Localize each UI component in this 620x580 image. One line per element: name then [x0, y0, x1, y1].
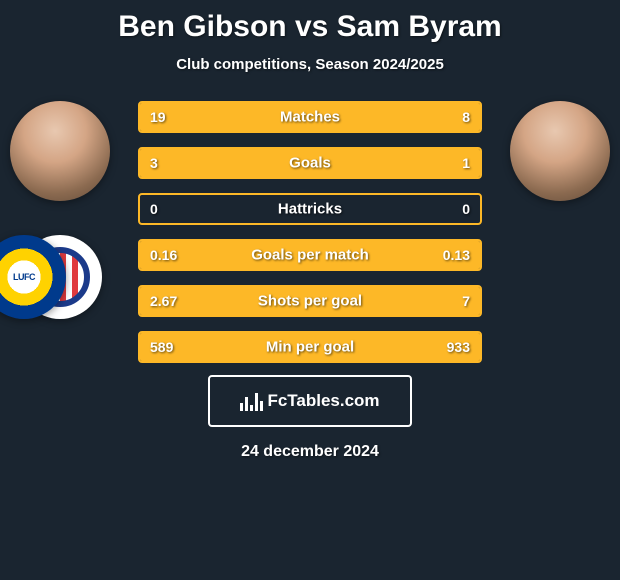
bar-fill-right [395, 149, 480, 177]
bar-fill-right [273, 333, 480, 361]
player-right-avatar [510, 101, 610, 201]
stat-label: Hattricks [140, 201, 480, 218]
brand-name: FcTables.com [267, 391, 379, 411]
stat-row: Shots per goal2.677 [138, 285, 482, 317]
stat-row: Goals per match0.160.13 [138, 239, 482, 271]
stat-row: Matches198 [138, 101, 482, 133]
player-left-avatar [10, 101, 110, 201]
brand-chart-icon [240, 391, 263, 411]
page-title: Ben Gibson vs Sam Byram [0, 0, 620, 44]
stat-row: Min per goal589933 [138, 331, 482, 363]
bar-fill-left [140, 103, 378, 131]
brand-box: FcTables.com [208, 375, 412, 427]
bar-fill-left [140, 149, 395, 177]
stat-bars: Matches198 Goals31 Hattricks0 0 Goals per ma… [138, 101, 482, 377]
stat-row: Hattricks0 0 [138, 193, 482, 225]
leeds-crest-icon: LUFC [0, 272, 66, 282]
comparison-panel: LUFC Matches198 Goals31 Hattricks0 0 Goals p… [0, 101, 620, 371]
bar-fill-left [140, 241, 327, 269]
bar-fill-left [140, 287, 235, 315]
bar-fill-right [378, 103, 480, 131]
bar-fill-right [235, 287, 480, 315]
stat-row: Goals31 [138, 147, 482, 179]
bar-fill-left [140, 333, 273, 361]
stat-value-right: 0 [462, 201, 470, 217]
date-label: 24 december 2024 [0, 443, 620, 461]
bar-fill-right [327, 241, 480, 269]
stat-value-left: 0 [150, 201, 158, 217]
subtitle: Club competitions, Season 2024/2025 [0, 56, 620, 73]
